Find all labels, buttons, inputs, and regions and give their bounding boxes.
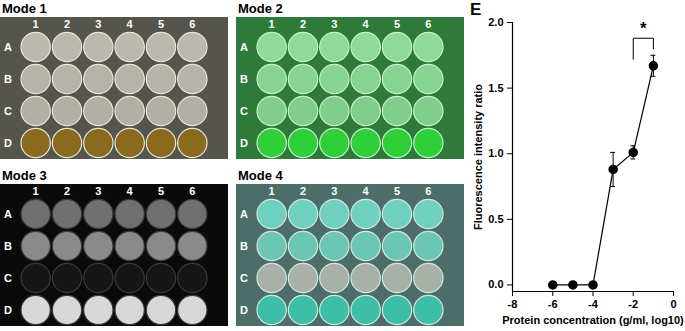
svg-text:6: 6 — [425, 185, 431, 197]
svg-text:1.0: 1.0 — [488, 147, 503, 159]
svg-text:2: 2 — [300, 18, 306, 30]
svg-text:-4: -4 — [588, 298, 599, 310]
svg-text:B: B — [240, 73, 248, 85]
svg-text:1.5: 1.5 — [488, 82, 503, 94]
svg-text:Protein concentration (g/ml, l: Protein concentration (g/ml, log10) — [502, 314, 684, 326]
svg-text:C: C — [4, 272, 12, 284]
svg-text:D: D — [240, 137, 248, 149]
svg-text:-8: -8 — [508, 298, 518, 310]
svg-text:B: B — [240, 240, 248, 252]
svg-text:1: 1 — [33, 185, 39, 197]
svg-text:A: A — [4, 41, 12, 53]
svg-text:0.5: 0.5 — [488, 213, 503, 225]
svg-text:Mode 3: Mode 3 — [2, 168, 47, 183]
svg-text:1: 1 — [269, 185, 275, 197]
svg-text:2: 2 — [64, 18, 70, 30]
svg-text:6: 6 — [425, 18, 431, 30]
svg-text:Mode 1: Mode 1 — [2, 1, 47, 16]
html-text:E: E — [470, 0, 482, 19]
svg-text:1: 1 — [33, 18, 39, 30]
svg-text:5: 5 — [394, 185, 400, 197]
svg-text:6: 6 — [189, 18, 195, 30]
svg-text:3: 3 — [95, 18, 101, 30]
svg-text:Fluorescence intensity ratio: Fluorescence intensity ratio — [472, 84, 484, 230]
svg-text:0.0: 0.0 — [488, 278, 503, 290]
svg-text:0: 0 — [670, 298, 676, 310]
svg-text:Mode 2: Mode 2 — [238, 1, 283, 16]
svg-text:5: 5 — [394, 18, 400, 30]
svg-text:C: C — [4, 105, 12, 117]
svg-text:2: 2 — [64, 185, 70, 197]
svg-text:2: 2 — [300, 185, 306, 197]
svg-text:D: D — [4, 304, 12, 316]
svg-text:-6: -6 — [548, 298, 558, 310]
svg-text:D: D — [240, 304, 248, 316]
svg-text:Mode 4: Mode 4 — [238, 168, 284, 183]
svg-text:A: A — [4, 208, 12, 220]
svg-text:4: 4 — [127, 18, 134, 30]
svg-text:3: 3 — [331, 185, 337, 197]
svg-text:5: 5 — [158, 185, 164, 197]
svg-text:4: 4 — [363, 18, 370, 30]
svg-text:4: 4 — [363, 185, 370, 197]
svg-text:5: 5 — [158, 18, 164, 30]
svg-text:A: A — [240, 208, 248, 220]
svg-text:B: B — [4, 73, 12, 85]
svg-text:6: 6 — [189, 185, 195, 197]
svg-text:3: 3 — [331, 18, 337, 30]
svg-text:4: 4 — [127, 185, 134, 197]
svg-text:D: D — [4, 137, 12, 149]
svg-text:3: 3 — [95, 185, 101, 197]
svg-text:C: C — [240, 105, 248, 117]
svg-text:A: A — [240, 41, 248, 53]
svg-text:B: B — [4, 240, 12, 252]
svg-text:*: * — [640, 19, 647, 38]
svg-text:C: C — [240, 272, 248, 284]
svg-text:1: 1 — [269, 18, 275, 30]
svg-text:2.0: 2.0 — [488, 16, 503, 28]
svg-text:-2: -2 — [628, 298, 638, 310]
